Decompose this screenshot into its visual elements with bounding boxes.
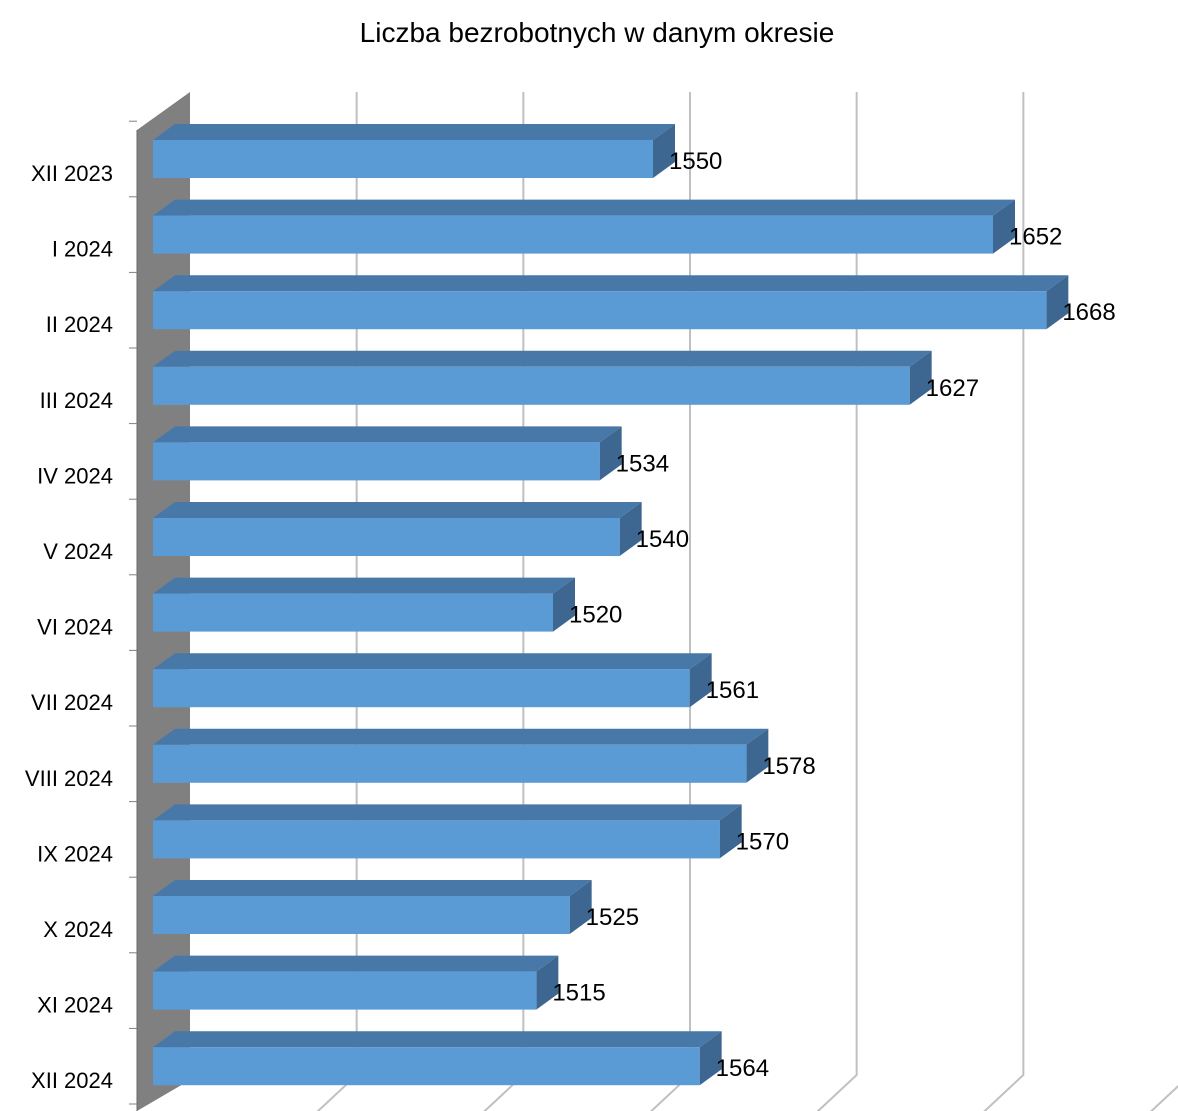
data-label: 1570 bbox=[736, 828, 789, 855]
bar-side bbox=[569, 880, 592, 934]
data-label: 1561 bbox=[706, 677, 759, 704]
data-label: 1668 bbox=[1062, 299, 1115, 326]
bar-top bbox=[153, 426, 622, 443]
y-tick-label: I 2024 bbox=[52, 237, 113, 262]
bar-side bbox=[909, 350, 932, 405]
bar bbox=[153, 366, 910, 405]
data-label: 1525 bbox=[586, 904, 639, 931]
bar bbox=[153, 215, 993, 254]
bar-top bbox=[153, 880, 592, 896]
bar-top bbox=[153, 350, 932, 367]
data-label: 1534 bbox=[616, 450, 669, 477]
y-tick-label: XII 2023 bbox=[31, 161, 113, 186]
bar-side bbox=[699, 1031, 722, 1086]
data-label: 1564 bbox=[716, 1055, 769, 1082]
bar-side bbox=[746, 728, 769, 783]
bar bbox=[153, 442, 600, 481]
grid-line bbox=[983, 92, 1025, 1111]
y-tick-label: IX 2024 bbox=[37, 841, 113, 866]
bar-top bbox=[153, 1031, 722, 1048]
data-label: 1550 bbox=[669, 148, 722, 175]
data-label: 1627 bbox=[926, 375, 979, 402]
bar bbox=[153, 140, 653, 178]
bar-top bbox=[153, 728, 769, 745]
y-tick-label: XI 2024 bbox=[37, 993, 113, 1018]
data-label: 1520 bbox=[569, 602, 622, 629]
data-label: 1652 bbox=[1009, 224, 1062, 251]
bar-side bbox=[689, 653, 712, 708]
bar bbox=[153, 669, 690, 708]
y-tick-label: X 2024 bbox=[43, 917, 113, 942]
bar-top bbox=[153, 955, 559, 972]
bar-side bbox=[993, 199, 1015, 254]
y-tick-label: V 2024 bbox=[43, 539, 113, 564]
bar-top bbox=[153, 577, 575, 594]
bar-top bbox=[153, 502, 642, 518]
bar bbox=[153, 1047, 700, 1086]
bar-side bbox=[599, 426, 622, 481]
y-tick-label: IV 2024 bbox=[37, 463, 113, 488]
data-label: 1578 bbox=[762, 753, 815, 780]
bar bbox=[153, 291, 1047, 330]
bar bbox=[153, 518, 620, 556]
y-tick-label: II 2024 bbox=[46, 312, 113, 337]
bar-side bbox=[553, 577, 575, 632]
bar-top bbox=[153, 653, 712, 670]
data-label: 1540 bbox=[636, 526, 689, 553]
bar-side bbox=[719, 804, 742, 859]
grid-line bbox=[1149, 1084, 1178, 1111]
bar-side bbox=[619, 502, 642, 556]
y-tick-label: VIII 2024 bbox=[25, 766, 113, 791]
bar-side bbox=[653, 124, 675, 178]
bar-top bbox=[153, 124, 675, 140]
bar bbox=[153, 744, 747, 783]
bar bbox=[153, 896, 570, 934]
bar bbox=[153, 971, 537, 1010]
bar-top bbox=[153, 199, 1015, 216]
grid-line bbox=[816, 92, 858, 1111]
bar-side bbox=[536, 955, 559, 1010]
y-tick-label: VI 2024 bbox=[37, 615, 113, 640]
bar-side bbox=[1046, 275, 1069, 330]
bar-top bbox=[153, 275, 1069, 292]
y-tick-label: XII 2024 bbox=[31, 1068, 113, 1093]
y-tick-label: VII 2024 bbox=[31, 690, 113, 715]
data-label: 1515 bbox=[552, 980, 605, 1007]
bar-top bbox=[153, 804, 742, 821]
bar bbox=[153, 820, 720, 859]
bar bbox=[153, 593, 553, 632]
y-tick-label: III 2024 bbox=[40, 388, 113, 413]
chart-title: Liczba bezrobotnych w danym okresie bbox=[360, 17, 835, 48]
